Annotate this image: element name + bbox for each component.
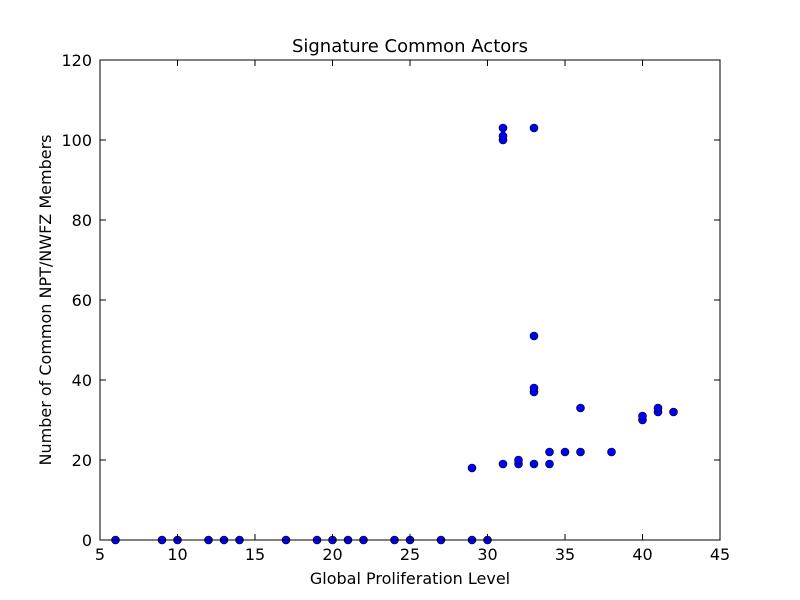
- ticks-layer: 5 10 15 20 25 30 35 40 45 0 20 40 60 80 100 120: [61, 51, 730, 564]
- x-tick-label: 40: [632, 545, 652, 564]
- data-point: [498, 131, 508, 141]
- x-tick-label: 30: [477, 545, 497, 564]
- data-point: [638, 411, 647, 421]
- y-tick-label: 120: [61, 51, 92, 70]
- data-point: [653, 403, 663, 413]
- data-point: [545, 459, 554, 469]
- x-tick-label: 20: [322, 545, 342, 564]
- y-tick-label: 40: [72, 371, 92, 390]
- x-tick-label: 25: [400, 545, 420, 564]
- x-tick-label: 5: [95, 545, 105, 564]
- data-point: [529, 123, 539, 133]
- data-point: [545, 447, 554, 457]
- data-point: [576, 403, 585, 413]
- data-point: [467, 463, 477, 473]
- y-tick-label: 0: [82, 531, 92, 550]
- y-tick-label: 60: [72, 291, 92, 310]
- data-point: [498, 459, 508, 469]
- x-tick-label: 15: [245, 545, 265, 564]
- data-point: [529, 459, 539, 469]
- data-point: [529, 383, 539, 393]
- data-point: [669, 407, 678, 417]
- x-tick-label: 35: [555, 545, 575, 564]
- y-tick-label: 20: [72, 451, 92, 470]
- x-tick-label: 45: [710, 545, 730, 564]
- plot-frame: [99, 59, 721, 541]
- points-layer: [111, 123, 678, 545]
- chart-title: Signature Common Actors: [292, 36, 528, 57]
- data-point: [576, 447, 585, 457]
- data-point: [607, 447, 616, 457]
- y-tick-label: 80: [72, 211, 92, 230]
- x-axis-label: Global Proliferation Level: [310, 569, 510, 588]
- y-axis-label: Number of Common NPT/NWFZ Members: [36, 135, 55, 466]
- x-tick-label: 10: [167, 545, 187, 564]
- data-point: [514, 455, 523, 465]
- y-tick-label: 100: [61, 131, 92, 150]
- data-point: [560, 447, 570, 457]
- data-point: [529, 331, 539, 341]
- data-point: [498, 123, 508, 133]
